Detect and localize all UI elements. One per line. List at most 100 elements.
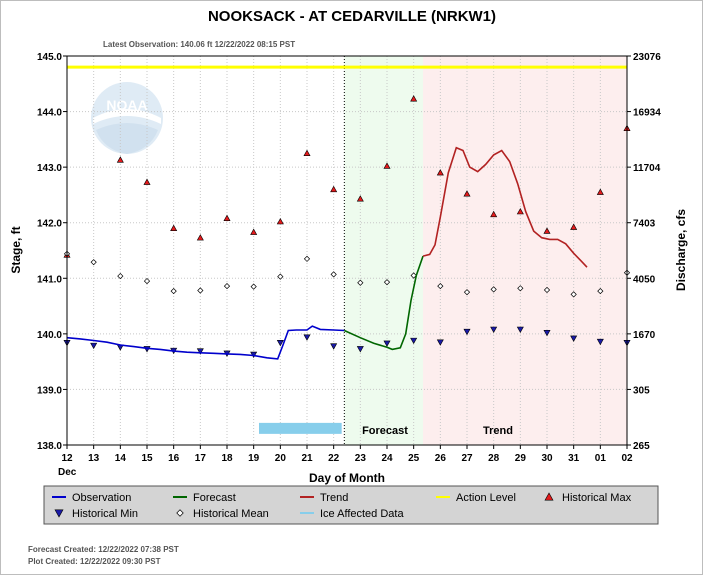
historical-mean-marker bbox=[223, 282, 231, 290]
historical-max-marker bbox=[276, 217, 284, 225]
historical-min-marker bbox=[463, 328, 471, 336]
historical-max-marker bbox=[463, 190, 471, 197]
chart-title: NOOKSACK - AT CEDARVILLE (NRKW1) bbox=[208, 8, 496, 25]
legend-label-historical_min: Historical Min bbox=[72, 508, 138, 520]
historical-min-marker bbox=[516, 326, 524, 334]
historical-min-marker bbox=[356, 346, 364, 353]
y2-tick-label: 265 bbox=[633, 441, 650, 452]
historical-mean-marker bbox=[597, 287, 604, 295]
forecast-region-label: Forecast bbox=[362, 425, 408, 437]
legend-label-historical_max: Historical Max bbox=[562, 492, 632, 504]
plot-border bbox=[66, 55, 628, 446]
x-tick-label: 27 bbox=[461, 453, 473, 464]
historical-mean-marker bbox=[303, 255, 311, 262]
historical-mean-marker bbox=[250, 283, 257, 290]
y-axis-title: Stage, ft bbox=[9, 226, 23, 273]
historical-mean-marker bbox=[383, 279, 391, 286]
x-tick-label: 02 bbox=[621, 453, 633, 464]
y2-tick-label: 1670 bbox=[633, 330, 656, 341]
historical-mean-marker bbox=[490, 286, 497, 293]
series-lines bbox=[66, 65, 627, 434]
y-tick-label: 140.0 bbox=[37, 330, 62, 341]
x-tick-label: 31 bbox=[568, 453, 580, 464]
historical-mean-marker bbox=[517, 285, 524, 292]
legend-label-trend: Trend bbox=[320, 492, 348, 504]
y2-tick-label: 23076 bbox=[633, 52, 661, 63]
legend-box bbox=[43, 485, 659, 525]
historical-min-marker bbox=[596, 338, 604, 346]
x-tick-label: 20 bbox=[275, 453, 287, 464]
historical-max-marker bbox=[570, 223, 578, 230]
forecast-line bbox=[343, 255, 424, 351]
y-tick-label: 139.0 bbox=[37, 385, 62, 396]
historical-min-marker bbox=[276, 340, 284, 347]
historical-min-marker bbox=[383, 340, 391, 347]
x-tick-label: 25 bbox=[408, 453, 420, 464]
y2-tick-label: 16934 bbox=[633, 108, 661, 119]
historical-mean-marker bbox=[410, 272, 417, 279]
trend-region bbox=[423, 56, 627, 445]
x-tick-label: 24 bbox=[381, 453, 393, 464]
x-tick-label: 29 bbox=[515, 453, 527, 464]
y-tick-label: 144.0 bbox=[37, 108, 62, 119]
legend-marker-historical-min bbox=[54, 509, 64, 518]
observation-line bbox=[66, 325, 345, 360]
historical-max-marker bbox=[223, 214, 231, 221]
y-tick-label: 143.0 bbox=[37, 163, 62, 174]
plot-created: Plot Created: 12/22/2022 09:30 PST bbox=[28, 557, 161, 566]
trend-line bbox=[422, 146, 588, 268]
historical-mean-marker bbox=[143, 277, 151, 285]
y2-tick-label: 305 bbox=[633, 385, 650, 396]
historical-max-marker bbox=[250, 228, 258, 235]
historical-max-marker bbox=[356, 195, 364, 202]
y2-tick-label: 4050 bbox=[633, 274, 656, 285]
historical-min-marker bbox=[490, 326, 498, 334]
latest-observation: Latest Observation: 140.06 ft 12/22/2022… bbox=[103, 40, 295, 49]
x-tick-label: 15 bbox=[141, 453, 153, 464]
x-tick-label: 22 bbox=[328, 453, 340, 464]
historical-max-marker bbox=[410, 95, 418, 102]
historical-mean-marker bbox=[117, 272, 124, 280]
x-tick-label: 17 bbox=[195, 453, 207, 464]
x-tick-label: 23 bbox=[355, 453, 367, 464]
historical-max-marker bbox=[330, 185, 338, 193]
historical-min-marker bbox=[410, 337, 418, 345]
x-tick-label: 14 bbox=[115, 453, 127, 464]
legend-label-ice_affected: Ice Affected Data bbox=[320, 508, 404, 520]
noaa-logo: NOAA bbox=[91, 82, 163, 154]
y2-tick-label: 7403 bbox=[633, 219, 656, 230]
y-tick-label: 141.0 bbox=[37, 274, 62, 285]
axes: 138.0 265 139.0 305 140.0 1670 141.0 4050 142.0 7… bbox=[37, 52, 661, 464]
x-tick-label: 01 bbox=[595, 453, 607, 464]
historical-min-marker bbox=[90, 342, 98, 350]
historical-mean-marker bbox=[277, 273, 284, 280]
historical-mean-marker bbox=[543, 286, 551, 294]
x-tick-label: 19 bbox=[248, 453, 260, 464]
historical-markers bbox=[63, 95, 631, 359]
historical-max-marker bbox=[516, 207, 524, 215]
historical-min-marker bbox=[303, 334, 311, 341]
historical-max-marker bbox=[116, 156, 124, 163]
x-tick-label: 16 bbox=[168, 453, 180, 464]
legend-label-observation: Observation bbox=[72, 492, 131, 504]
trend-region-label: Trend bbox=[483, 425, 513, 437]
historical-max-marker bbox=[170, 224, 178, 231]
x-axis-title: Day of Month bbox=[309, 471, 385, 485]
historical-min-marker bbox=[196, 348, 204, 355]
historical-min-marker bbox=[436, 339, 444, 346]
x-tick-label: 30 bbox=[541, 453, 553, 464]
historical-max-marker bbox=[303, 149, 311, 156]
historical-min-marker bbox=[330, 343, 338, 350]
legend-label-forecast: Forecast bbox=[193, 492, 236, 504]
legend-label-historical_mean: Historical Mean bbox=[193, 508, 269, 520]
forecast-region bbox=[344, 56, 423, 445]
month-label: Dec bbox=[58, 467, 77, 478]
historical-mean-marker bbox=[437, 282, 444, 290]
y2-axis-title: Discharge, cfs bbox=[674, 209, 688, 291]
historical-mean-marker bbox=[570, 291, 577, 298]
historical-max-marker bbox=[596, 188, 604, 195]
historical-max-marker bbox=[490, 210, 498, 218]
x-tick-label: 13 bbox=[88, 453, 100, 464]
